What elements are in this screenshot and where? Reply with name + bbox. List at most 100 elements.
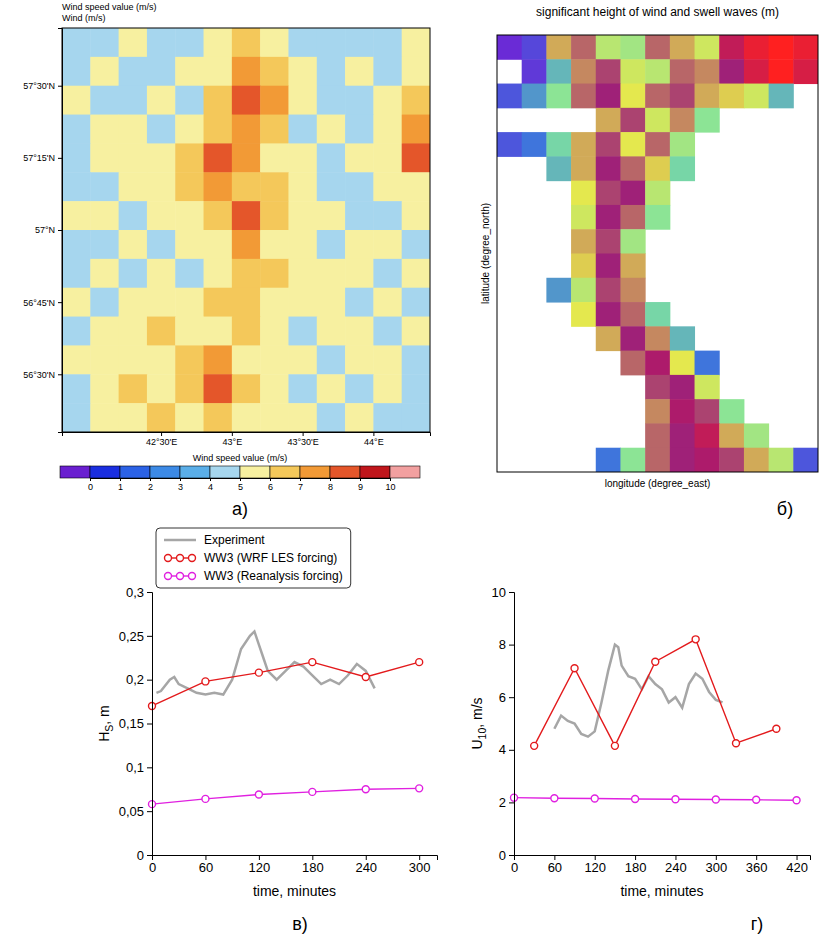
cell [175, 172, 204, 201]
cell [744, 448, 769, 472]
cell [147, 403, 176, 432]
cell [645, 205, 670, 230]
cell [645, 399, 670, 424]
marker [309, 659, 316, 666]
tick: 300 [409, 855, 431, 875]
tick-mark [180, 478, 181, 481]
cell [288, 259, 317, 288]
tick: 240 [665, 855, 687, 875]
cell [793, 35, 818, 60]
cell [62, 86, 91, 115]
cell [620, 205, 645, 230]
cell [744, 59, 769, 84]
cell [260, 403, 289, 432]
cell [62, 143, 91, 172]
cell [345, 259, 374, 288]
cell [119, 172, 148, 201]
tick: 1 [118, 478, 123, 492]
marker [652, 658, 659, 665]
cell [345, 403, 374, 432]
legend-swatch [164, 539, 196, 542]
tick: 56°30'N [23, 370, 62, 380]
cell [670, 108, 695, 133]
cell [670, 423, 695, 448]
tick: 60 [199, 855, 213, 875]
cell [260, 230, 289, 259]
tick-mark [58, 374, 62, 375]
cell [232, 115, 261, 144]
cell [695, 108, 720, 133]
cell [204, 288, 233, 317]
cell [260, 288, 289, 317]
panel-line-chart: 00,050,10,150,20,250,3060120180240300tim… [96, 528, 438, 899]
marker [255, 791, 262, 798]
marker [416, 659, 423, 666]
cell [62, 317, 91, 346]
cell [147, 374, 176, 403]
tick-mark [150, 478, 151, 481]
cell [497, 35, 522, 60]
cell [317, 57, 346, 86]
tick-label: 0,25 [119, 628, 144, 643]
tick-mark [509, 855, 514, 856]
tick: 56°45'N [23, 298, 62, 308]
cell [62, 288, 91, 317]
marker [773, 725, 780, 732]
cell [345, 86, 374, 115]
cell [232, 172, 261, 201]
cell [147, 230, 176, 259]
title: significant height of wind and swell wav… [536, 5, 779, 19]
cell [373, 201, 402, 230]
tick-label: 1 [118, 482, 123, 492]
tick-label: 0,1 [126, 760, 144, 775]
axis-line [153, 856, 438, 861]
axis-line [63, 433, 431, 437]
cell [620, 229, 645, 254]
legend-box [156, 528, 351, 588]
y-axis: 56°30'N56°45'N57°N57°15'N57°30'N [23, 29, 62, 433]
tick-label: 57°30'N [23, 81, 55, 91]
tick-label: 0 [137, 848, 144, 863]
cell [90, 230, 119, 259]
cell [345, 28, 374, 57]
cell [317, 259, 346, 288]
cell [620, 351, 645, 376]
cell [260, 201, 289, 230]
cell [317, 288, 346, 317]
cell [175, 115, 204, 144]
cell [373, 28, 402, 57]
tick-label: 57°N [35, 225, 55, 235]
cell [571, 205, 596, 230]
tick: 0,3 [126, 585, 152, 600]
cell [288, 86, 317, 115]
tick-label: 180 [302, 860, 324, 875]
tick-label: 8 [499, 637, 506, 652]
cell [596, 448, 621, 472]
cell [204, 57, 233, 86]
cell [373, 403, 402, 432]
cell [204, 143, 233, 172]
cell [204, 345, 233, 374]
cell [90, 288, 119, 317]
frame [62, 28, 430, 432]
marker [255, 669, 262, 676]
cell [670, 156, 695, 181]
tick: 7 [298, 478, 303, 492]
tick-label: 6 [268, 482, 273, 492]
tick-mark [360, 478, 361, 481]
cell [402, 115, 430, 144]
cell [695, 35, 720, 60]
colorbar-box [210, 466, 240, 478]
panel-wind-map: Wind speed value (m/s)Wind (m/s)56°30'N5… [23, 2, 430, 492]
tick-label: 6 [499, 690, 506, 705]
cell [62, 374, 91, 403]
axis-line [91, 479, 391, 482]
colorbar-box [300, 466, 330, 478]
cell [695, 84, 720, 109]
tick: 4 [208, 478, 213, 492]
figure: Wind speed value (m/s)Wind (m/s)56°30'N5… [0, 0, 829, 939]
tick: 10 [385, 478, 395, 492]
cell [402, 201, 430, 230]
cell [620, 59, 645, 84]
tick-label: 7 [298, 482, 303, 492]
